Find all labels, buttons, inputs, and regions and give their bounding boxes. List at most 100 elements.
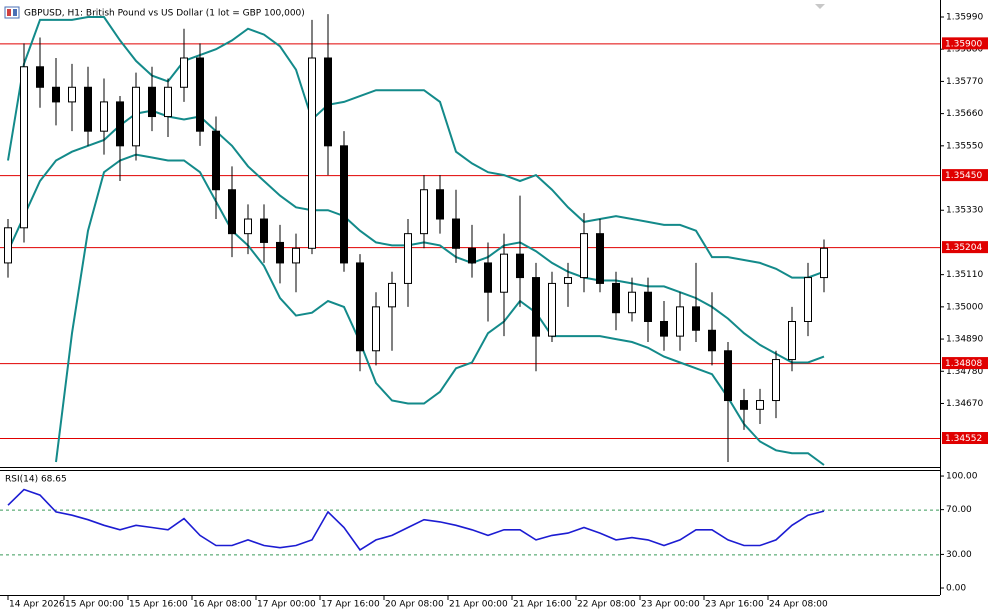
- candle-body: [324, 57, 332, 147]
- candle-body: [500, 253, 508, 293]
- candle-body: [436, 189, 444, 220]
- x-tick-label: 24 Apr 08:00: [769, 600, 828, 610]
- x-tick-label: 17 Apr 16:00: [321, 600, 380, 610]
- candle-body: [596, 233, 604, 284]
- x-tick-label: 21 Apr 16:00: [513, 600, 572, 610]
- rsi-title: RSI(14) 68.65: [5, 475, 67, 485]
- candle-body: [356, 262, 364, 352]
- x-tick-label: 17 Apr 00:00: [257, 600, 316, 610]
- candle-body: [196, 57, 204, 132]
- candle-body: [116, 101, 124, 147]
- price-level-label: 1.35450: [945, 171, 982, 181]
- candle-body: [804, 277, 812, 322]
- candle-body: [676, 306, 684, 337]
- x-tick-label: 20 Apr 08:00: [385, 600, 444, 610]
- price-level-tag: [942, 169, 988, 182]
- price-level-label: 1.35204: [945, 243, 982, 253]
- bollinger-band: [7, 16, 825, 279]
- candle-body: [820, 247, 828, 279]
- candle-body: [212, 130, 220, 191]
- candle-body: [340, 145, 348, 264]
- y-tick-label: 1.35660: [946, 109, 983, 119]
- candle-body: [548, 282, 556, 337]
- candle-body: [180, 57, 188, 88]
- candle-body: [772, 359, 780, 402]
- y-tick-label: 1.35110: [946, 270, 983, 280]
- y-tick-label: 1.34780: [946, 367, 983, 377]
- x-tick-label: 15 Apr 00:00: [65, 600, 124, 610]
- candle-body: [724, 350, 732, 402]
- x-tick-label: 16 Apr 08:00: [193, 600, 252, 610]
- candle-body: [628, 291, 636, 314]
- bollinger-band: [55, 153, 825, 466]
- price-level-tag: [942, 357, 988, 370]
- candle-body: [68, 86, 76, 103]
- candle-body: [468, 247, 476, 264]
- candle-body: [84, 86, 92, 132]
- candle-body: [532, 277, 540, 337]
- price-level-label: 1.34808: [945, 359, 982, 369]
- candle-body: [308, 57, 316, 249]
- y-tick-label: 70.00: [946, 505, 972, 515]
- x-tick-label: 22 Apr 08:00: [577, 600, 636, 610]
- plot-area: [0, 488, 940, 556]
- price-level-tag: [942, 432, 988, 445]
- candle-body: [132, 86, 140, 147]
- candle-body: [788, 320, 796, 361]
- candle-body: [164, 86, 172, 118]
- y-tick-label: 1.34670: [946, 399, 983, 409]
- price-level-label: 1.34552: [945, 434, 982, 444]
- y-tick-label: 1.35550: [946, 141, 983, 151]
- candle-body: [260, 218, 268, 243]
- candle-body: [388, 282, 396, 308]
- y-tick-label: 1.35330: [946, 206, 983, 216]
- candle-body: [372, 306, 380, 352]
- rsi-line: [7, 488, 825, 551]
- y-tick-label: 30.00: [946, 550, 972, 560]
- candle-body: [420, 189, 428, 235]
- candle-body: [756, 400, 764, 410]
- y-tick-label: 1.35880: [946, 45, 983, 55]
- candle-body: [580, 233, 588, 279]
- y-tick-label: 1.35000: [946, 302, 983, 312]
- price-level-tag: [942, 37, 988, 50]
- candle-body: [740, 400, 748, 410]
- candle-body: [516, 253, 524, 279]
- y-tick-label: 1.34890: [946, 335, 983, 345]
- candle-body: [452, 218, 460, 249]
- candle-body: [404, 233, 412, 284]
- candle-body: [564, 277, 572, 284]
- price-level-label: 1.35900: [945, 39, 982, 49]
- plot-area: [0, 14, 940, 466]
- x-tick-label: 14 Apr 2026: [9, 600, 65, 610]
- candle-body: [692, 306, 700, 331]
- x-tick-label: 15 Apr 16:00: [129, 600, 188, 610]
- candle-body: [244, 218, 252, 235]
- candle-body: [484, 262, 492, 293]
- bollinger-band: [7, 109, 825, 364]
- candle-body: [100, 101, 108, 132]
- x-tick-label: 23 Apr 00:00: [641, 600, 700, 610]
- candle-body: [612, 282, 620, 314]
- candle-body: [660, 320, 668, 337]
- candle-body: [644, 291, 652, 322]
- candle-body: [36, 66, 44, 88]
- y-tick-label: 0.00: [946, 584, 966, 594]
- scroll-marker: [815, 4, 825, 9]
- candle-body: [292, 247, 300, 264]
- y-tick-label: 1.35770: [946, 77, 983, 87]
- candle-body: [708, 329, 716, 352]
- x-tick-label: 21 Apr 00:00: [449, 600, 508, 610]
- x-tick-label: 23 Apr 16:00: [705, 600, 764, 610]
- price-level-tag: [942, 241, 988, 254]
- candle-body: [228, 189, 236, 235]
- candle-body: [20, 66, 28, 229]
- y-tick-label: 100.00: [946, 472, 978, 482]
- candle-body: [4, 227, 12, 264]
- chart-title: GBPUSD, H1: British Pound vs US Dollar (…: [24, 9, 305, 19]
- candle-body: [52, 86, 60, 103]
- y-tick-label: 1.35990: [946, 13, 983, 23]
- candle-body: [276, 241, 284, 264]
